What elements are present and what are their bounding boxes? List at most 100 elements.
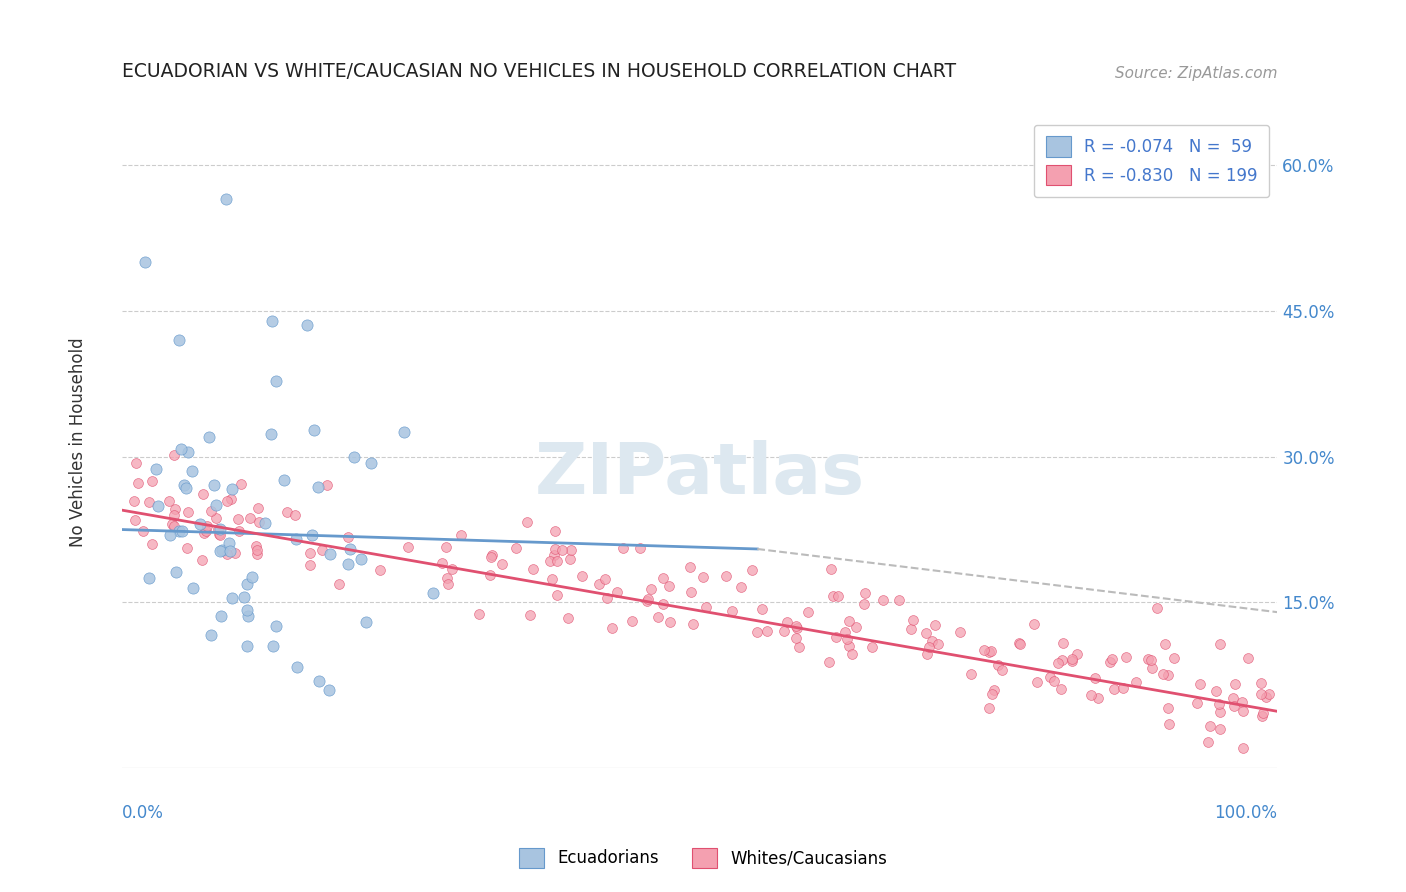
Point bbox=[1205, 684, 1227, 698]
Point bbox=[679, 560, 702, 574]
Text: ZIPatlas: ZIPatlas bbox=[534, 440, 865, 509]
Point bbox=[853, 597, 876, 611]
Point bbox=[1236, 651, 1258, 665]
Point bbox=[823, 589, 845, 603]
Point bbox=[215, 494, 238, 508]
Point bbox=[571, 569, 593, 583]
Point bbox=[217, 547, 239, 561]
Point bbox=[236, 608, 259, 623]
Point bbox=[181, 581, 204, 595]
Point bbox=[247, 500, 270, 515]
Point bbox=[436, 571, 458, 585]
Point bbox=[776, 615, 799, 630]
Point bbox=[636, 593, 658, 607]
Point bbox=[825, 630, 848, 644]
Point bbox=[253, 516, 276, 530]
Point bbox=[1153, 637, 1175, 651]
Point bbox=[652, 597, 675, 611]
Point bbox=[450, 528, 472, 542]
Point bbox=[1250, 676, 1272, 690]
Point bbox=[751, 602, 773, 616]
Point bbox=[122, 494, 145, 508]
Point bbox=[219, 491, 242, 506]
Point bbox=[1188, 677, 1211, 691]
Point bbox=[193, 486, 215, 500]
Point bbox=[551, 542, 574, 557]
Point bbox=[308, 673, 330, 688]
Point bbox=[440, 562, 463, 576]
Point bbox=[218, 544, 240, 558]
Point bbox=[612, 541, 634, 556]
Point bbox=[983, 683, 1005, 698]
Point bbox=[921, 633, 943, 648]
Point bbox=[1136, 651, 1159, 665]
Point bbox=[138, 571, 160, 585]
Point bbox=[1140, 661, 1163, 675]
Point bbox=[1159, 717, 1181, 731]
Point bbox=[392, 425, 415, 439]
Point bbox=[544, 542, 567, 557]
Point bbox=[228, 524, 250, 538]
Point bbox=[167, 524, 190, 538]
Point bbox=[233, 590, 256, 604]
Point bbox=[159, 528, 181, 542]
Point bbox=[516, 516, 538, 530]
Point bbox=[872, 593, 894, 607]
Point bbox=[264, 618, 287, 632]
Point bbox=[820, 561, 842, 575]
Point bbox=[1052, 635, 1074, 649]
Point bbox=[1187, 696, 1209, 710]
Point bbox=[652, 571, 675, 585]
Point bbox=[658, 579, 681, 593]
Point bbox=[980, 644, 1002, 658]
Point bbox=[1087, 690, 1109, 705]
Point bbox=[276, 505, 298, 519]
Point bbox=[1047, 656, 1070, 670]
Text: 0.0%: 0.0% bbox=[122, 804, 163, 822]
Point bbox=[797, 605, 820, 619]
Point bbox=[1039, 670, 1062, 684]
Point bbox=[522, 562, 544, 576]
Point bbox=[200, 627, 222, 641]
Point bbox=[606, 585, 628, 599]
Point bbox=[1066, 647, 1088, 661]
Point bbox=[163, 508, 186, 523]
Point bbox=[1209, 722, 1232, 736]
Point bbox=[560, 552, 582, 566]
Point bbox=[979, 644, 1001, 658]
Point bbox=[343, 450, 366, 465]
Point bbox=[1232, 741, 1254, 756]
Point bbox=[1060, 654, 1083, 668]
Point bbox=[177, 505, 200, 519]
Point bbox=[350, 551, 373, 566]
Point bbox=[756, 624, 779, 638]
Point bbox=[479, 550, 502, 565]
Point bbox=[519, 607, 541, 622]
Point bbox=[436, 576, 458, 591]
Point bbox=[224, 546, 246, 560]
Point bbox=[173, 477, 195, 491]
Point bbox=[1084, 671, 1107, 685]
Point bbox=[284, 508, 307, 523]
Point bbox=[208, 543, 231, 558]
Point bbox=[773, 624, 796, 638]
Point bbox=[491, 558, 513, 572]
Point bbox=[141, 474, 163, 488]
Point bbox=[917, 640, 939, 654]
Point bbox=[901, 613, 924, 627]
Point bbox=[588, 577, 610, 591]
Point bbox=[328, 577, 350, 591]
Point bbox=[170, 442, 193, 456]
Point bbox=[835, 632, 858, 646]
Point bbox=[194, 524, 217, 538]
Point bbox=[505, 541, 527, 556]
Point bbox=[834, 625, 856, 640]
Point bbox=[1157, 668, 1180, 682]
Point bbox=[235, 576, 257, 591]
Point bbox=[165, 565, 187, 579]
Point bbox=[145, 462, 167, 476]
Point bbox=[226, 512, 249, 526]
Point bbox=[315, 478, 337, 492]
Point bbox=[841, 647, 863, 661]
Point bbox=[163, 518, 186, 533]
